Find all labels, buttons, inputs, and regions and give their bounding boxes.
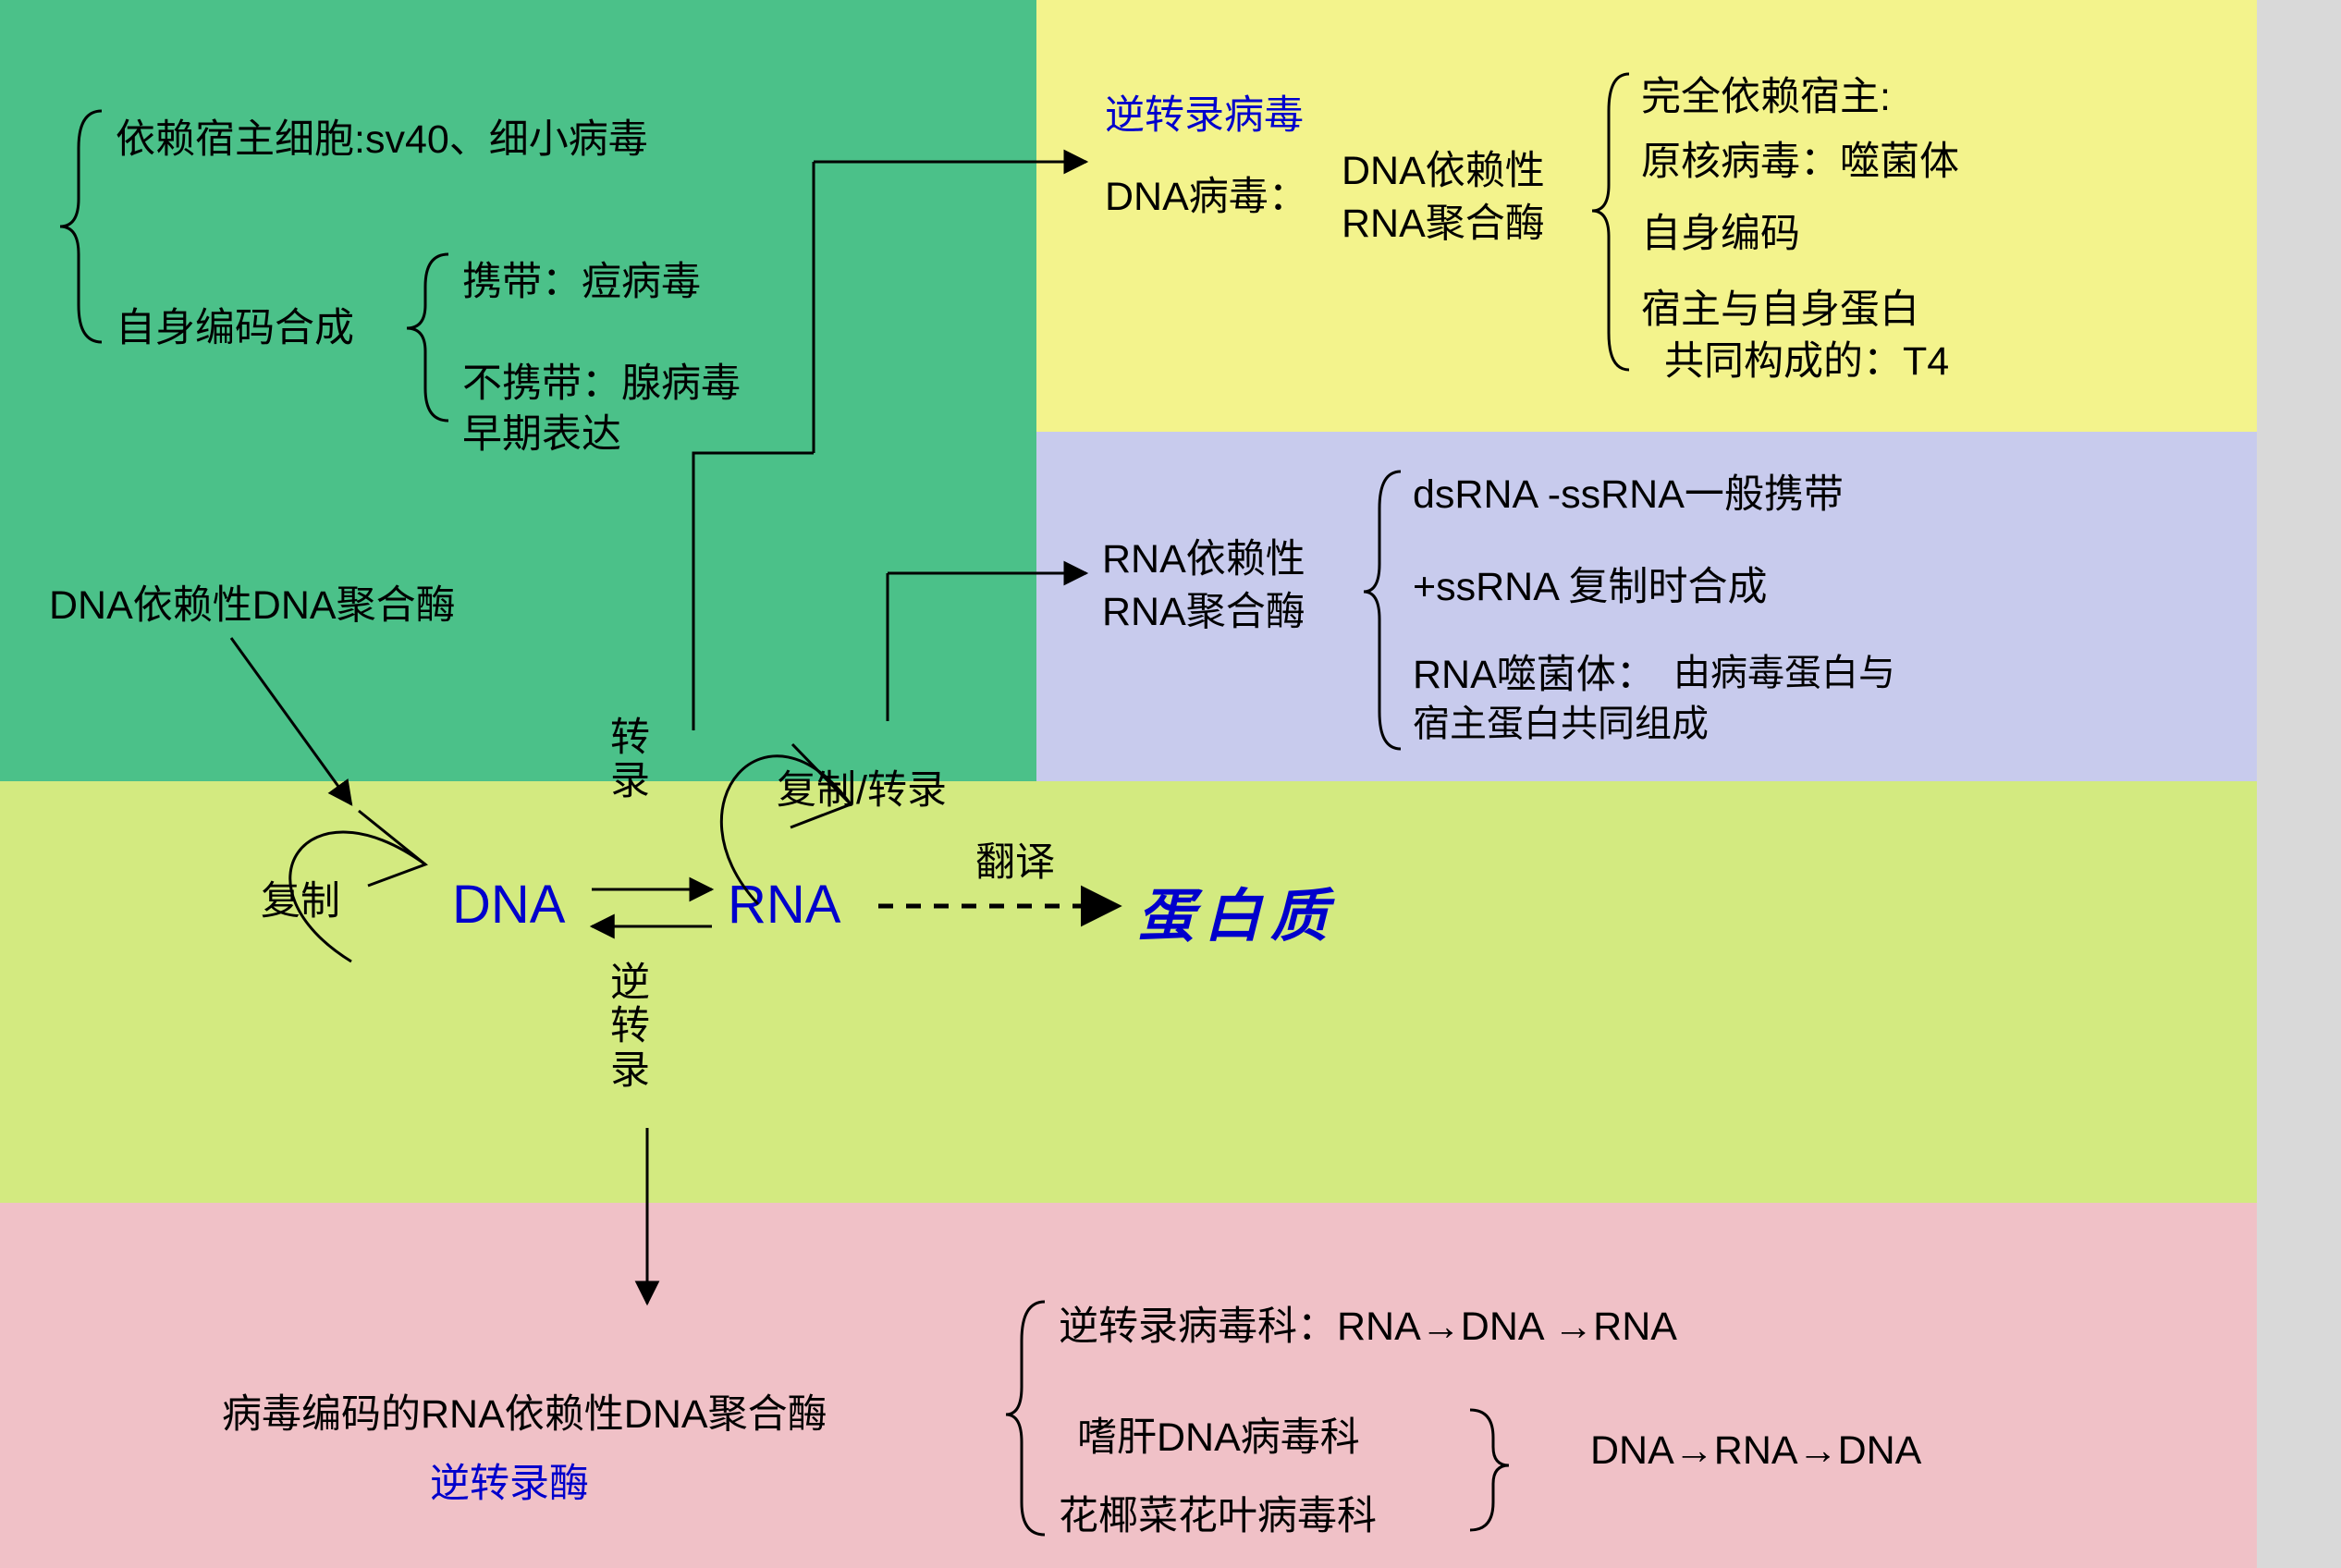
green-line2: 自身编码合成	[116, 296, 354, 353]
lilac-r2: +ssRNA 复制时合成	[1413, 555, 1767, 612]
pink-r4: DNA→RNA→DNA	[1590, 1428, 1921, 1474]
yellow-r3: 自身编码	[1641, 202, 1800, 259]
green-sub1: 携带：痘病毒	[462, 250, 701, 307]
pink-r3: 花椰菜花叶病毒科	[1059, 1484, 1377, 1541]
green-sub2a: 不携带：腺病毒	[462, 351, 741, 409]
label-reverse: 逆转录	[610, 962, 650, 1093]
yellow-r5: 共同构成的：T4	[1664, 329, 1949, 386]
yellow-dna-v: DNA病毒：	[1105, 165, 1308, 222]
yellow-title: 逆转录病毒	[1105, 83, 1304, 141]
pink-r1: 逆转录病毒科：RNA→DNA →RNA	[1059, 1294, 1677, 1352]
pink-r2: 嗜肝DNA病毒科	[1077, 1405, 1360, 1463]
green-line1: 依赖宿主细胞:sv40、细小病毒	[116, 107, 648, 165]
region-lime	[0, 781, 2257, 1203]
label-replicate: 复制	[261, 869, 340, 926]
dna-dep-dna-poly: DNA依赖性DNA聚合酶	[49, 573, 456, 631]
lilac-r3a: RNA噬菌体：	[1413, 643, 1656, 700]
node-dna: DNA	[452, 874, 565, 936]
lilac-r1: dsRNA -ssRNA一般携带	[1413, 462, 1844, 520]
lilac-r3b: 由病毒蛋白与	[1673, 643, 1895, 696]
lilac-enz2: RNA聚合酶	[1102, 580, 1305, 637]
node-rna: RNA	[728, 874, 840, 936]
node-protein: 蛋白质	[1137, 869, 1337, 952]
lilac-r4: 宿主蛋白共同组成	[1413, 693, 1709, 747]
yellow-r2: 原核病毒：噬菌体	[1641, 129, 1959, 187]
pink-line2: 逆转录酶	[430, 1452, 589, 1509]
diagram-stage: 依赖宿主细胞:sv40、细小病毒 自身编码合成 携带：痘病毒 不携带：腺病毒 早…	[0, 0, 2341, 1568]
label-transcribe: 转录	[610, 717, 650, 804]
label-rep-trans: 复制/转录	[777, 758, 947, 815]
yellow-r4: 宿主与自身蛋白	[1641, 277, 1919, 335]
lilac-enz1: RNA依赖性	[1102, 527, 1305, 584]
yellow-enz1: DNA依赖性	[1342, 139, 1545, 196]
label-translate: 翻译	[975, 830, 1055, 888]
green-sub2b: 早期表达	[462, 402, 621, 459]
yellow-r1: 完全依赖宿主:	[1641, 65, 1891, 122]
pink-line1: 病毒编码的RNA依赖性DNA聚合酶	[222, 1382, 827, 1439]
yellow-enz2: RNA聚合酶	[1342, 191, 1545, 249]
